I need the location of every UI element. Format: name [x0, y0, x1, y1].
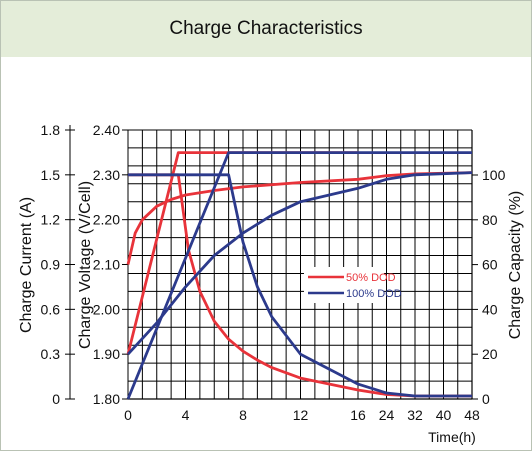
current-tick-label: 0.3: [41, 346, 61, 362]
legend-box: [304, 267, 384, 303]
voltage-tick-label: 1.90: [93, 346, 120, 362]
x-tick-label: 32: [407, 407, 423, 423]
current-tick-label: 0: [52, 391, 60, 407]
legend-label: 50% DOD: [346, 272, 396, 284]
capacity-tick-label: 20: [482, 346, 498, 362]
capacity-tick-label: 40: [482, 301, 498, 317]
x-tick-label: 8: [239, 407, 247, 423]
chart-title: Charge Characteristics: [169, 18, 363, 39]
x-tick-label: 16: [350, 407, 366, 423]
x-tick-label: 48: [464, 407, 480, 423]
legend-label: 100% DOD: [346, 288, 402, 300]
current-tick-label: 0.6: [41, 301, 61, 317]
capacity-tick-label: 100: [482, 167, 506, 183]
current-axis-label: Charge Current (A): [18, 197, 35, 333]
x-tick-label: 4: [182, 407, 190, 423]
series-line-1: [128, 173, 472, 398]
current-tick-label: 1.5: [41, 167, 61, 183]
voltage-tick-label: 2.10: [93, 257, 120, 273]
voltage-tick-label: 2.20: [93, 212, 120, 228]
voltage-tick-label: 1.80: [93, 391, 120, 407]
current-tick-label: 1.2: [41, 212, 61, 228]
current-tick-label: 1.8: [41, 122, 61, 138]
voltage-axis-label: Charge Voltage (V/Cell): [77, 181, 94, 349]
voltage-tick-label: 2.00: [93, 301, 120, 317]
series-line-4: [128, 173, 472, 398]
x-tick-label: 12: [293, 407, 309, 423]
voltage-tick-label: 2.40: [93, 122, 120, 138]
capacity-tick-label: 0: [482, 391, 490, 407]
capacity-axis-label: Charge Capacity (%): [507, 191, 524, 340]
x-axis-label: Time(h): [428, 429, 476, 445]
series-line-3: [126, 171, 473, 356]
series-line-5: [126, 151, 472, 400]
chart-header: Charge Characteristics: [1, 1, 531, 57]
voltage-tick-label: 2.30: [93, 167, 120, 183]
current-tick-label: 0.9: [41, 257, 61, 273]
x-tick-label: 0: [124, 407, 132, 423]
capacity-tick-label: 80: [482, 212, 498, 228]
x-tick-label: 40: [436, 407, 452, 423]
x-tick-label: 24: [379, 407, 395, 423]
capacity-tick-label: 60: [482, 257, 498, 273]
